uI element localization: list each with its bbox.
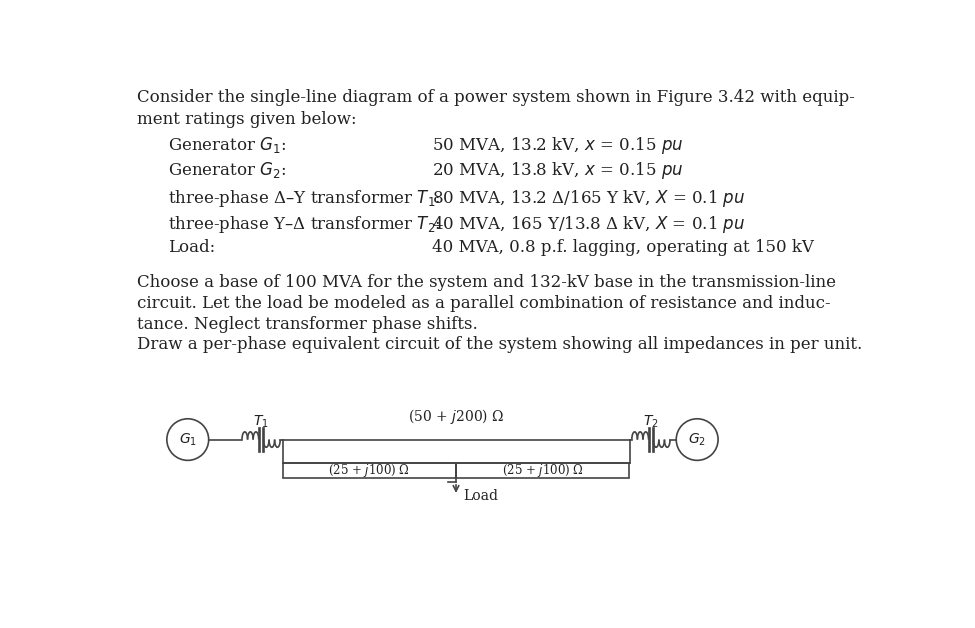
Text: $G_2$: $G_2$ [688,431,706,448]
Text: three-phase Δ–Y transformer $T_1$:: three-phase Δ–Y transformer $T_1$: [169,188,441,208]
Text: Consider the single-line diagram of a power system shown in Figure 3.42 with equ: Consider the single-line diagram of a po… [137,89,855,106]
Text: $T_2$: $T_2$ [644,413,659,430]
Text: Choose a base of 100 MVA for the system and 132-kV base in the transmission-line: Choose a base of 100 MVA for the system … [137,274,837,291]
Text: tance. Neglect transformer phase shifts.: tance. Neglect transformer phase shifts. [137,316,478,333]
Text: 50 MVA, 13.2 kV, $x$ = 0.15 $pu$: 50 MVA, 13.2 kV, $x$ = 0.15 $pu$ [432,136,683,156]
Text: 40 MVA, 0.8 p.f. lagging, operating at 150 kV: 40 MVA, 0.8 p.f. lagging, operating at 1… [432,239,814,256]
Text: ment ratings given below:: ment ratings given below: [137,111,357,127]
Text: 80 MVA, 13.2 Δ/165 Y kV, $X$ = 0.1 $pu$: 80 MVA, 13.2 Δ/165 Y kV, $X$ = 0.1 $pu$ [432,188,745,208]
Text: Draw a per-phase equivalent circuit of the system showing all impedances in per : Draw a per-phase equivalent circuit of t… [137,335,863,352]
Text: 20 MVA, 13.8 kV, $x$ = 0.15 $pu$: 20 MVA, 13.8 kV, $x$ = 0.15 $pu$ [432,160,683,181]
Text: Generator $G_2$:: Generator $G_2$: [169,160,287,180]
Text: $G_1$: $G_1$ [178,431,197,448]
Text: Generator $G_1$:: Generator $G_1$: [169,136,287,155]
Text: (25 + $j$100) Ω: (25 + $j$100) Ω [502,462,584,479]
Text: 40 MVA, 165 Y/13.8 Δ kV, $X$ = 0.1 $pu$: 40 MVA, 165 Y/13.8 Δ kV, $X$ = 0.1 $pu$ [432,214,745,235]
Text: $T_1$: $T_1$ [254,413,269,430]
Text: (25 + $j$100) Ω: (25 + $j$100) Ω [329,462,410,479]
Text: (50 + $j$200) Ω: (50 + $j$200) Ω [408,407,504,426]
Text: Load:: Load: [169,239,215,256]
Text: circuit. Let the load be modeled as a parallel combination of resistance and ind: circuit. Let the load be modeled as a pa… [137,295,831,312]
Text: Load: Load [464,489,499,503]
Text: three-phase Y–Δ transformer $T_2$:: three-phase Y–Δ transformer $T_2$: [169,214,441,235]
